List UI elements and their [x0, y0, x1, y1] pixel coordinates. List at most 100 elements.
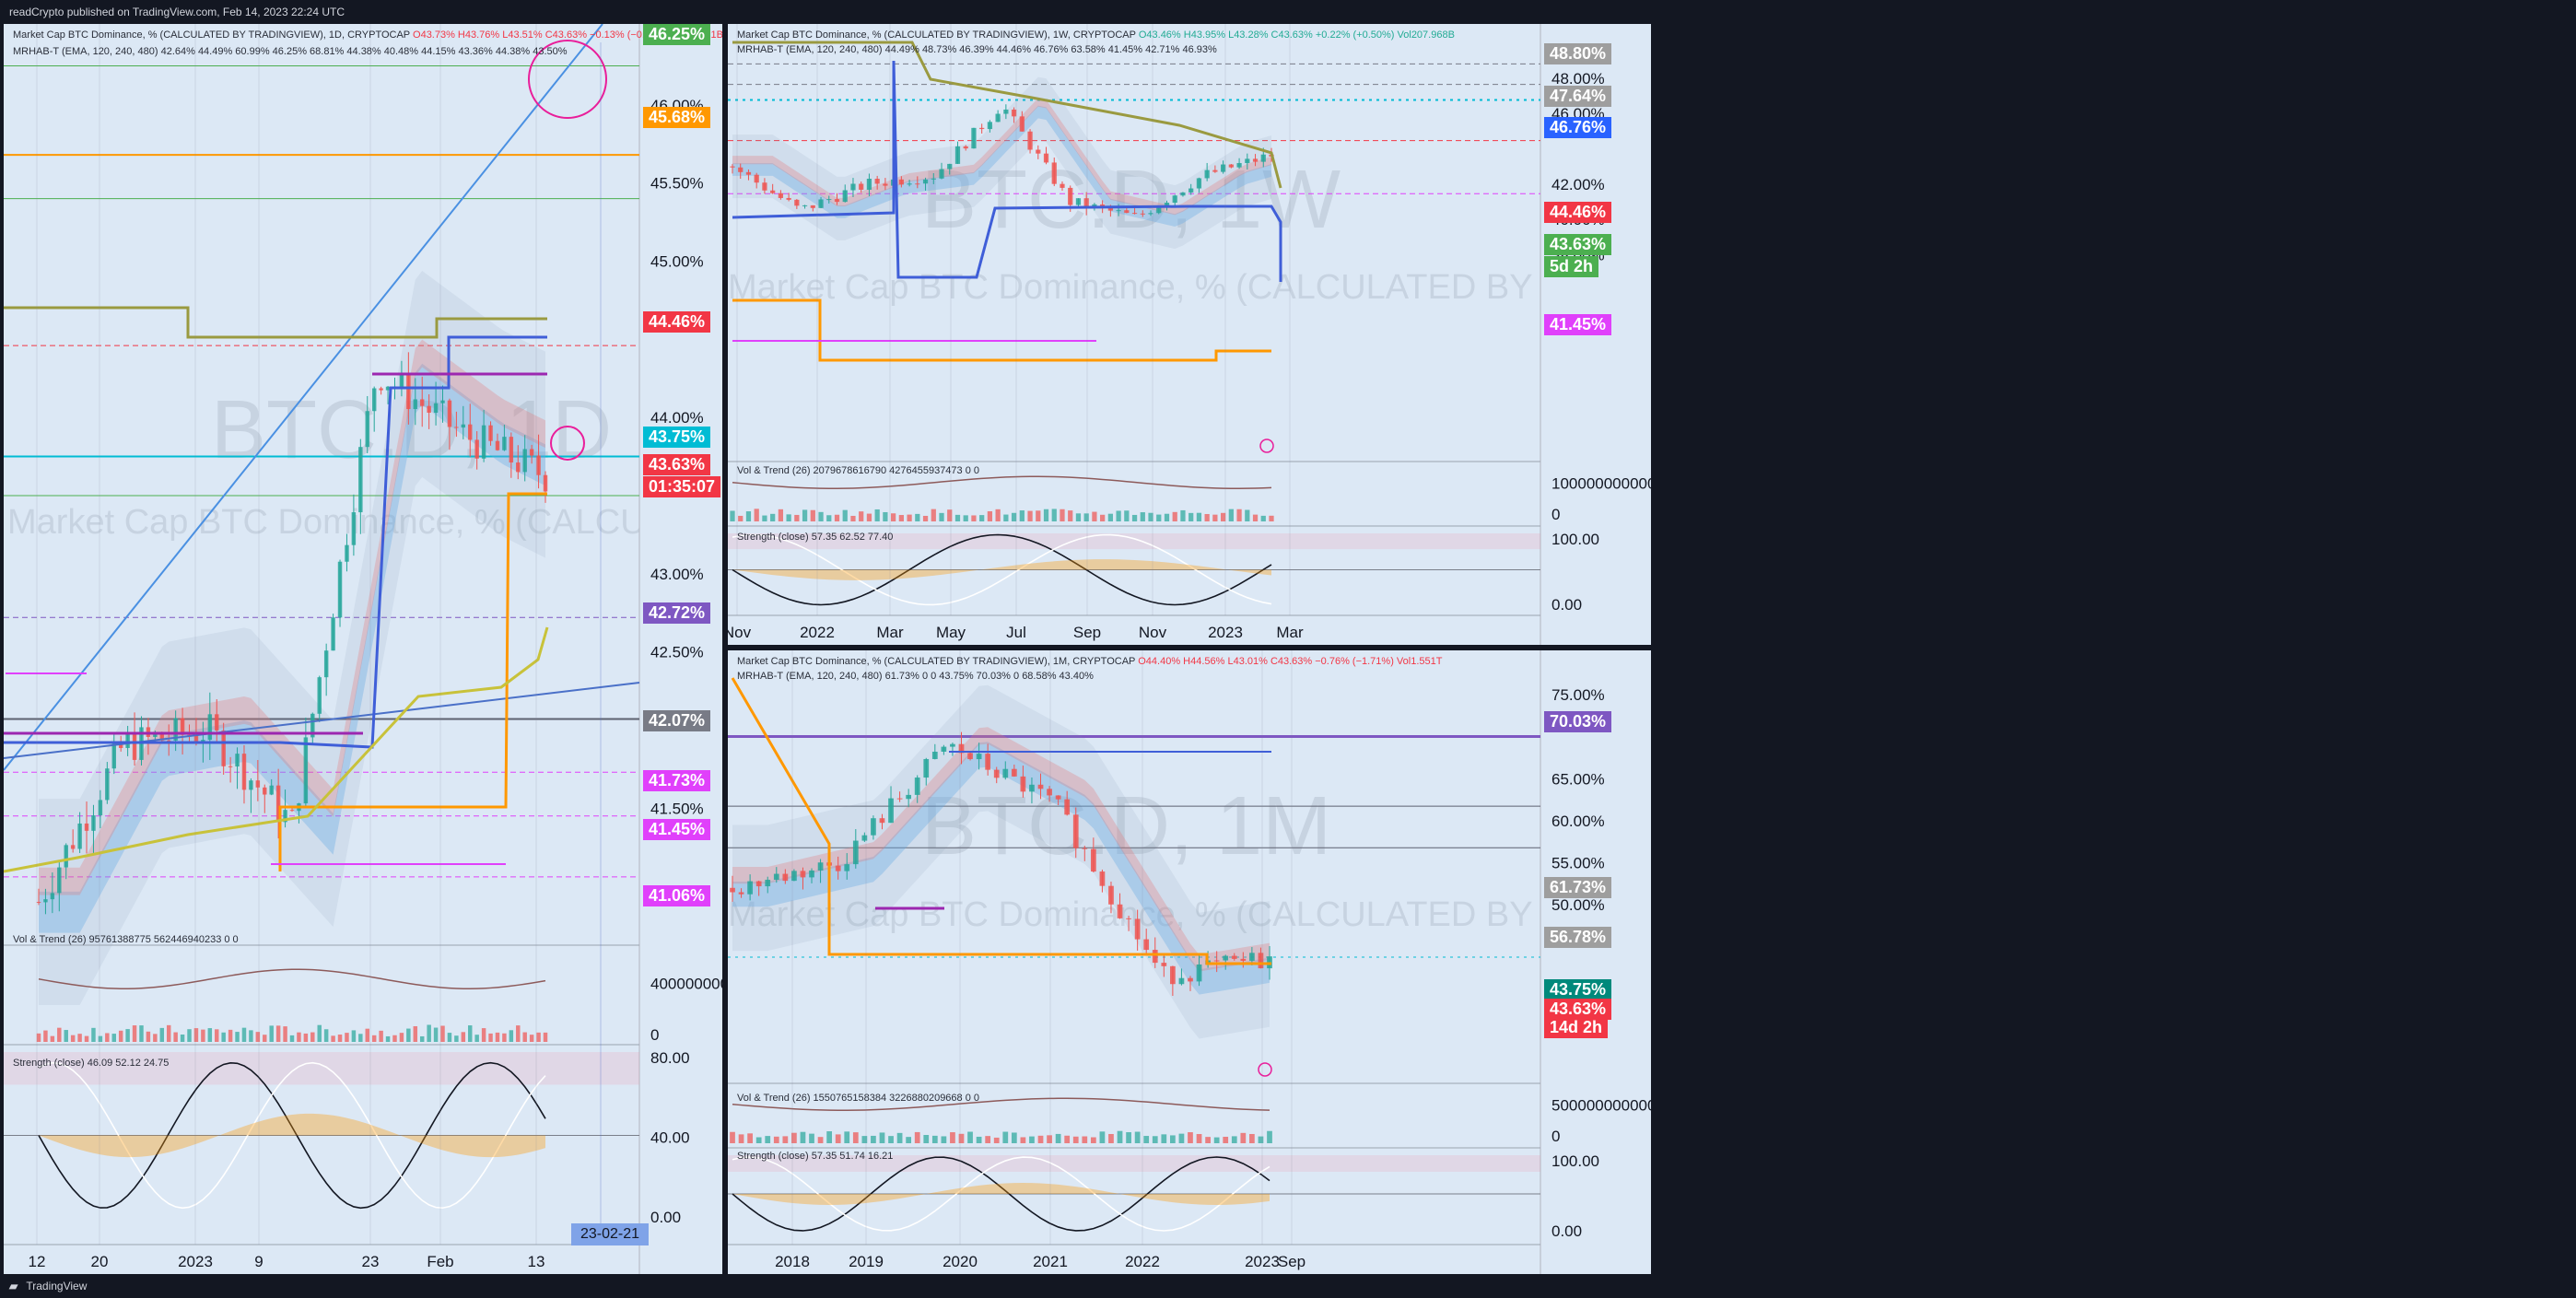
volume-bar [1231, 1136, 1237, 1143]
volume-bar [263, 1035, 267, 1042]
candle-body [201, 740, 205, 743]
candle-body [495, 440, 500, 450]
candle-body [1099, 871, 1106, 886]
candle-body [809, 870, 814, 878]
weekly-chart-panel[interactable]: BTC.D, 1W Market Cap BTC Dominance, % (C… [728, 24, 1651, 645]
monthly-chart-canvas[interactable]: 75.00%65.00%60.00%55.00%50.00%40.00%35.0… [728, 650, 1651, 1274]
daily-symbol-title: Market Cap BTC Dominance, % (CALCULATED … [13, 29, 410, 41]
price-tag: 70.03% [1544, 711, 1612, 732]
price-axis-label: 60.00% [1551, 813, 1605, 830]
volume-bar [931, 509, 936, 521]
candle-body [1064, 799, 1071, 815]
volume-bar [963, 515, 968, 521]
volume-bar [1196, 1134, 1202, 1143]
monthly-indicator-header: MRHAB-T (EMA, 120, 240, 480) 61.73% 0 0 … [737, 671, 1094, 682]
volume-bar [891, 513, 896, 521]
monthly-strength-label: Strength (close) 57.35 51.74 16.21 [737, 1151, 894, 1162]
daily-chart-canvas[interactable]: 46.00%45.50%45.00%44.00%43.00%42.50%41.5… [4, 24, 722, 1274]
time-axis-label: 12 [29, 1253, 46, 1270]
weekly-ohlc: O43.46% H43.95% L43.28% C43.63% +0.22% (… [1138, 29, 1455, 41]
price-tag: 41.06% [643, 885, 711, 906]
yellow-step [4, 626, 549, 873]
candle-body [283, 810, 287, 823]
candle-body [914, 778, 920, 795]
weekly-vol-label: Vol & Trend (26) 2079678616790 427645593… [737, 465, 980, 476]
strength-zone-high [728, 533, 1540, 550]
volume-bar [111, 1034, 116, 1042]
daily-indicator-header: MRHAB-T (EMA, 120, 240, 480) 42.64% 44.4… [13, 46, 568, 57]
volume-bar [323, 1029, 329, 1042]
price-tag: 43.63% [1544, 999, 1612, 1020]
candle-body [1051, 162, 1057, 184]
candle-body [883, 183, 888, 186]
volume-bar [802, 509, 808, 521]
candle-body [132, 733, 137, 760]
candle-body [1236, 163, 1242, 168]
candle-body [1019, 116, 1025, 132]
price-tag: 01:35:07 [643, 476, 721, 497]
volume-bar [365, 1028, 369, 1042]
volume-bar [289, 1035, 295, 1042]
orange-step [731, 677, 1271, 965]
candle-body [852, 840, 859, 865]
candle-body [207, 714, 213, 741]
candle-body [923, 758, 930, 778]
candle-body [125, 733, 130, 748]
volume-bar [879, 1132, 885, 1143]
volume-bar [1107, 513, 1113, 521]
candle-body [931, 751, 938, 759]
volume-bar [1075, 513, 1082, 521]
volume-bar [235, 1032, 240, 1042]
candle-body [358, 447, 363, 513]
candle-body [834, 199, 840, 203]
candle-body [826, 199, 832, 201]
volume-bar [765, 1136, 771, 1143]
weekly-indicator-header: MRHAB-T (EMA, 120, 240, 480) 44.49% 48.7… [737, 44, 1217, 55]
price-tag: 42.72% [643, 602, 711, 624]
candle-body [351, 512, 357, 545]
volume-bar [826, 1131, 832, 1143]
volume-bar [835, 1134, 841, 1143]
volume-bar [1269, 515, 1274, 521]
candle-body [331, 617, 335, 651]
candle-body [850, 183, 856, 191]
publish-info: readCrypto published on TradingView.com,… [0, 0, 2576, 24]
candle-body [180, 718, 185, 735]
volume-bar [413, 1025, 418, 1042]
monthly-ohlc: O44.40% H44.56% L43.01% C43.63% −0.76% (… [1138, 656, 1443, 667]
volume-axis-label: 400000000000 [650, 975, 722, 992]
volume-bar [1131, 514, 1138, 521]
volume-bar [1156, 514, 1162, 521]
volume-bar [888, 1136, 894, 1143]
daily-chart-panel[interactable]: BTC.D, 1D Market Cap BTC Dominance, % (C… [4, 24, 722, 1274]
candle-body [963, 146, 968, 149]
volume-bar [440, 1025, 445, 1042]
volume-bar [898, 515, 904, 521]
candle-body [385, 386, 391, 391]
volume-bar [77, 1034, 82, 1042]
candle-body [36, 902, 41, 904]
volume-bar [1011, 512, 1017, 521]
volume-bar [255, 1032, 261, 1042]
volume-trend-line [38, 968, 546, 989]
volume-bar [1205, 1137, 1211, 1143]
volume-bar [794, 514, 800, 521]
candle-body [84, 823, 89, 831]
volume-bar [738, 1134, 744, 1143]
price-axis-label: 42.00% [1551, 176, 1605, 193]
volume-bar [433, 1027, 439, 1042]
volume-bar [1188, 1132, 1193, 1143]
volume-bar [1051, 509, 1057, 521]
monthly-chart-panel[interactable]: BTC.D, 1M Market Cap BTC Dominance, % (C… [728, 650, 1651, 1274]
volume-bar [461, 1032, 466, 1042]
volume-bar [979, 515, 985, 521]
volume-bar [379, 1030, 383, 1042]
volume-bar [995, 509, 1001, 521]
volume-bar [310, 1032, 315, 1042]
candle-body [365, 411, 369, 448]
volume-bar [139, 1025, 144, 1042]
weekly-chart-canvas[interactable]: 48.00%46.00%42.00%40.00%38.00%1000000000… [728, 24, 1651, 645]
candle-body [447, 400, 452, 427]
candle-body [1043, 153, 1049, 163]
candle-body [730, 887, 735, 893]
